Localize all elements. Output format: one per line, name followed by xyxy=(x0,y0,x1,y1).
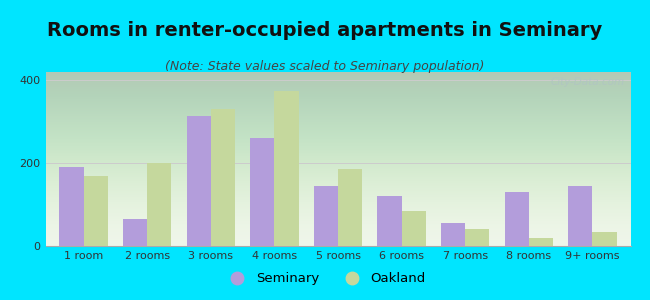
Bar xyxy=(568,186,592,246)
Bar xyxy=(84,176,108,246)
Bar xyxy=(592,232,616,246)
Bar xyxy=(60,167,84,246)
Bar xyxy=(402,211,426,246)
Bar xyxy=(465,230,489,246)
Bar xyxy=(250,138,274,246)
Bar xyxy=(528,238,553,246)
Bar xyxy=(123,219,148,246)
Legend: Seminary, Oakland: Seminary, Oakland xyxy=(219,267,431,290)
Bar xyxy=(314,186,338,246)
Bar xyxy=(211,109,235,246)
Bar xyxy=(274,91,298,246)
Bar xyxy=(441,223,465,246)
Bar xyxy=(504,192,528,246)
Bar xyxy=(378,196,402,246)
Bar xyxy=(187,116,211,246)
Text: City-Data.com: City-Data.com xyxy=(551,77,625,87)
Text: Rooms in renter-occupied apartments in Seminary: Rooms in renter-occupied apartments in S… xyxy=(47,21,603,40)
Text: (Note: State values scaled to Seminary population): (Note: State values scaled to Seminary p… xyxy=(165,60,485,73)
Bar xyxy=(338,169,362,246)
Bar xyxy=(148,163,172,246)
